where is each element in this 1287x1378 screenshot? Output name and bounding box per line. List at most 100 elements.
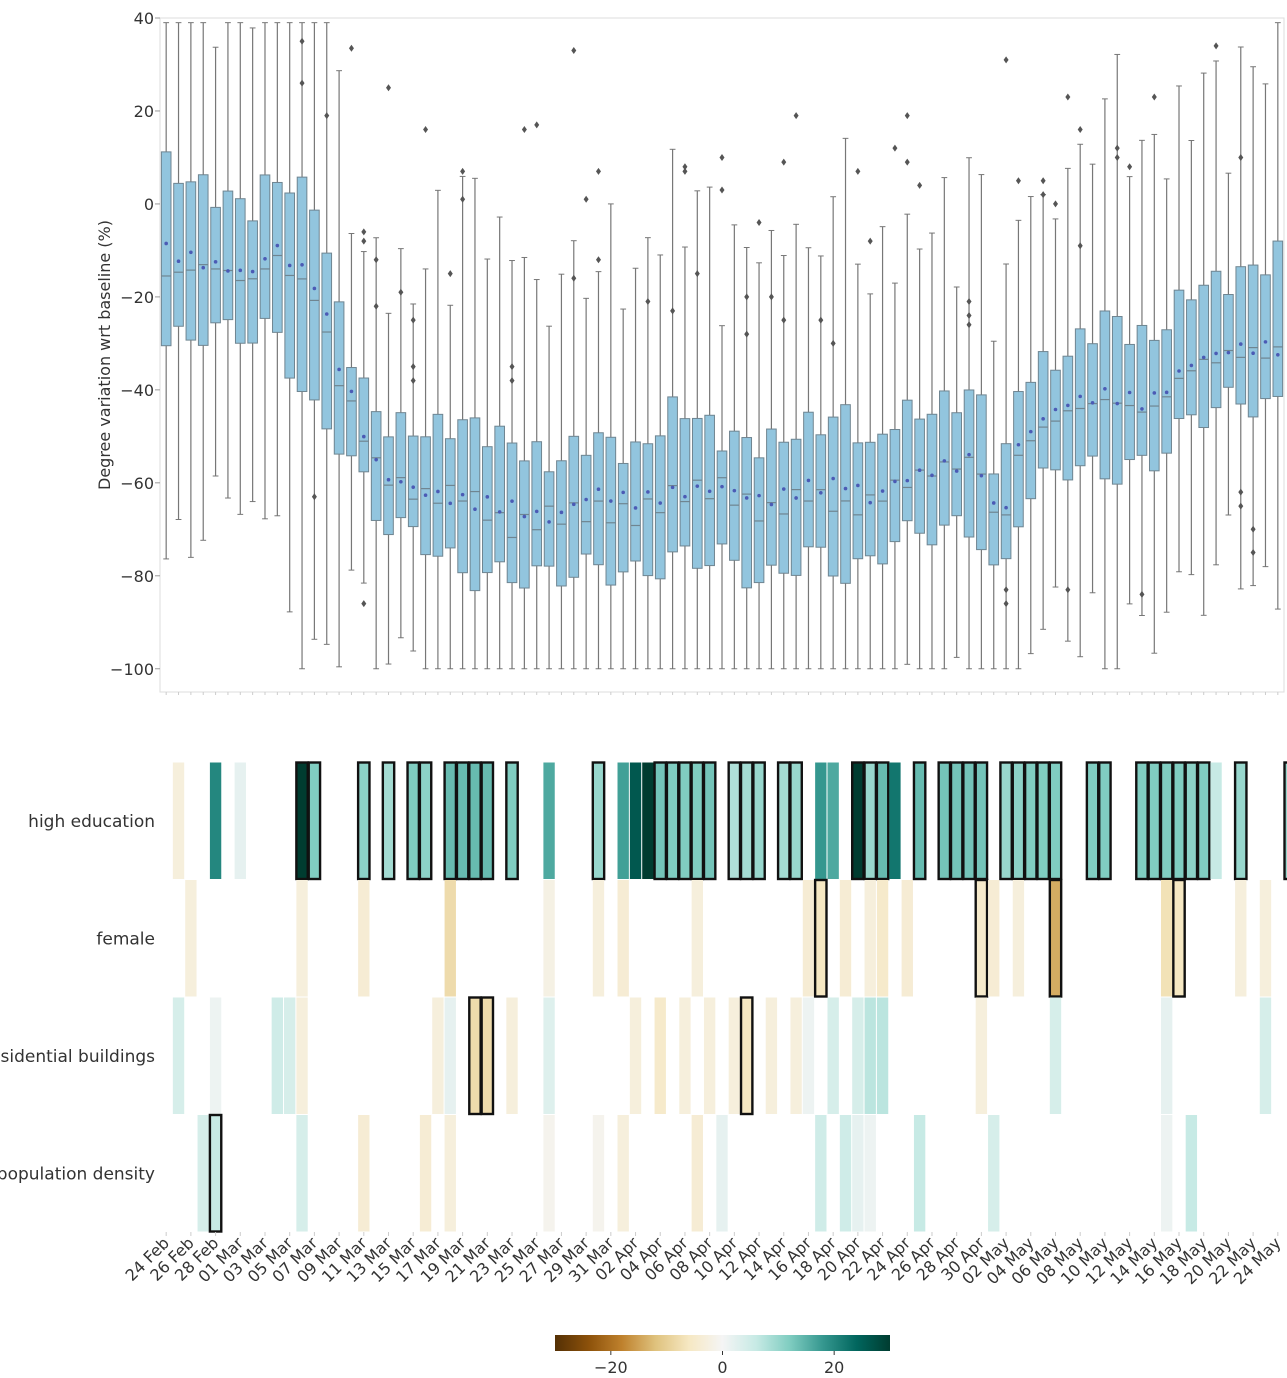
box-iqr <box>729 430 740 561</box>
box-mean-marker <box>843 486 848 491</box>
box-iqr <box>766 428 777 566</box>
heatmap-cell <box>209 997 222 1114</box>
box <box>407 303 419 652</box>
box-iqr <box>753 457 765 584</box>
heatmap-cell <box>727 761 742 881</box>
box <box>457 175 468 670</box>
box <box>976 174 987 670</box>
outlier-point <box>460 167 466 175</box>
box <box>1186 139 1197 576</box>
heatmap-cell <box>307 761 322 881</box>
y-tick-label: −60 <box>120 474 154 493</box>
heatmap-cell <box>629 997 642 1114</box>
heatmap-cell <box>827 997 839 1114</box>
box-mean-marker <box>287 263 292 268</box>
box-iqr <box>1099 310 1111 480</box>
heatmap-cell <box>691 880 703 997</box>
box <box>568 240 580 670</box>
outlier-point <box>595 167 601 175</box>
box-mean-marker <box>609 499 613 503</box>
heatmap-cell <box>642 762 654 879</box>
heatmap-cell <box>468 761 482 881</box>
box-iqr <box>531 441 543 567</box>
box-iqr <box>259 174 271 319</box>
outlier-point <box>324 112 330 120</box>
box <box>1013 219 1024 670</box>
box <box>716 325 728 670</box>
outlier-point <box>670 307 676 315</box>
heatmap-cell <box>356 761 371 881</box>
heatmap-cell <box>296 997 308 1114</box>
box-iqr <box>1272 240 1284 397</box>
outlier-point <box>410 363 416 371</box>
box-iqr <box>1111 316 1123 485</box>
heatmap-cell <box>765 997 778 1114</box>
heatmap-cell <box>802 997 815 1114</box>
outlier-point <box>348 44 354 52</box>
heatmap-cell <box>949 761 964 881</box>
colorbar-tick-label: 20 <box>824 1358 844 1377</box>
heatmap-cell <box>1184 761 1199 881</box>
box-mean-marker <box>1090 401 1095 405</box>
heatmap-cell <box>418 761 433 881</box>
heatmap-cell <box>912 761 927 881</box>
heatmap-cell <box>1185 1115 1198 1232</box>
outlier-point <box>744 293 750 301</box>
colorbar-tick-label: 0 <box>717 1358 727 1377</box>
box-mean-marker <box>275 243 280 248</box>
heatmap-cell <box>665 761 680 881</box>
box-iqr <box>617 462 629 573</box>
heatmap-cell <box>443 761 458 881</box>
box <box>383 312 394 665</box>
heatmap-cell <box>209 762 222 879</box>
box-mean-marker <box>1251 351 1255 356</box>
x-minor-ticks <box>165 692 1279 695</box>
box-mean-marker <box>1226 350 1231 355</box>
box-mean-marker <box>781 487 786 491</box>
outlier-point <box>410 377 416 385</box>
heatmap-cell <box>1235 880 1247 997</box>
box-mean-marker <box>571 502 576 507</box>
box <box>951 286 962 658</box>
box <box>691 190 703 670</box>
box-mean-marker <box>596 487 601 492</box>
box-iqr <box>506 442 518 584</box>
box-iqr <box>580 454 592 555</box>
box <box>1062 167 1074 642</box>
box-iqr <box>556 460 567 587</box>
box-iqr <box>914 418 925 534</box>
heatmap-cell <box>432 997 444 1114</box>
box-iqr <box>1260 274 1271 400</box>
outlier-point <box>917 181 923 189</box>
colorbar-tick-label: −20 <box>594 1358 628 1377</box>
box-iqr <box>1247 264 1259 418</box>
heatmap-cells <box>172 761 1287 1233</box>
heatmap-cell <box>1259 997 1272 1114</box>
heatmap-cell <box>690 761 705 881</box>
box <box>1050 218 1061 588</box>
box <box>1223 172 1234 516</box>
outlier-point <box>398 288 404 296</box>
box-iqr <box>605 436 617 586</box>
outlier-point <box>509 363 515 371</box>
box-iqr <box>543 471 555 567</box>
y-axis-title: Degree variation wrt baseline (%) <box>95 220 114 490</box>
box-mean-marker <box>683 494 687 499</box>
outlier-point <box>1065 93 1071 101</box>
box-mean-marker <box>868 500 873 505</box>
heatmap-cell <box>815 1115 827 1232</box>
heatmap-cell <box>691 1115 703 1232</box>
box-iqr <box>432 413 444 557</box>
box-iqr <box>272 181 283 333</box>
outlier-point <box>1040 191 1046 199</box>
heatmap-cell <box>358 880 370 997</box>
heatmap-cell <box>617 1115 629 1232</box>
box-iqr <box>519 460 530 589</box>
box-iqr <box>1037 351 1049 469</box>
heatmap-cell <box>889 762 901 879</box>
box <box>1272 22 1284 610</box>
box-mean-marker <box>386 477 391 482</box>
box-mean-marker <box>497 510 502 514</box>
box-iqr <box>877 433 888 565</box>
